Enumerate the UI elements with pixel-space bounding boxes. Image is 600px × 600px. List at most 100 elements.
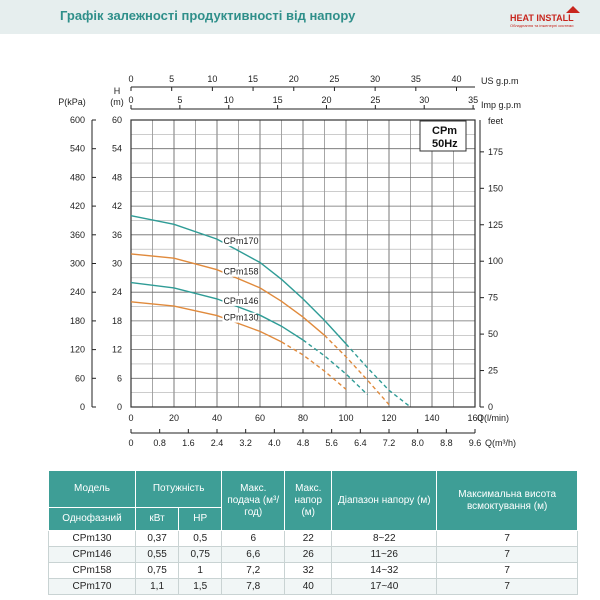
header-suction: Максимальна висота всмоктування (м): [436, 470, 578, 531]
p-axis-tick-label: 360: [70, 230, 85, 240]
legend-model: CPm: [432, 125, 457, 137]
cell-flow: 6: [221, 530, 286, 547]
cell-head: 40: [284, 578, 333, 595]
feet-axis-tick-label: 25: [488, 366, 498, 376]
series-line-dashed-cpm130: [281, 341, 347, 390]
q-m3h-tick-label: 5.6: [325, 438, 338, 448]
chart-labels: P(kPa)060120180240300360420480540600H(m)…: [58, 74, 521, 448]
feet-axis-tick-label: 125: [488, 220, 503, 230]
q-m3h-tick-label: 3.2: [239, 438, 252, 448]
q-m3h-tick-label: 8.0: [411, 438, 424, 448]
imp-gpm-tick-label: 25: [370, 95, 380, 105]
cell-kw: 0,75: [134, 562, 180, 579]
q-lmin-axis-label: Q(l/min): [477, 413, 509, 423]
feet-axis-tick-label: 75: [488, 293, 498, 303]
header-flow: Макс. подача (м³/год): [221, 470, 286, 531]
cell-range: 11~26: [331, 546, 438, 563]
us-gpm-tick-label: 35: [411, 74, 421, 84]
p-axis-tick-label: 420: [70, 201, 85, 211]
h-axis-tick-label: 18: [112, 316, 122, 326]
cell-hp: 1,5: [178, 578, 223, 595]
imp-gpm-tick-label: 30: [419, 95, 429, 105]
p-axis-tick-label: 60: [75, 373, 85, 383]
page-title: Графік залежності продуктивності від нап…: [60, 8, 356, 23]
feet-axis-tick-label: 50: [488, 329, 498, 339]
pump-performance-chart: P(kPa)060120180240300360420480540600H(m)…: [58, 74, 521, 448]
header-range: Діапазон напору (м): [331, 470, 438, 531]
cell-model: CPm158: [48, 562, 136, 579]
series-line-cpm170: [130, 215, 347, 345]
feet-axis-tick-label: 150: [488, 183, 503, 193]
header-head: Макс. напор (м): [284, 470, 333, 531]
h-axis-tick-label: 48: [112, 172, 122, 182]
h-axis-tick-label: 0: [117, 402, 122, 412]
feet-axis-tick-label: 100: [488, 256, 503, 266]
p-axis-tick-label: 480: [70, 172, 85, 182]
h-axis-tick-label: 60: [112, 115, 122, 125]
table-row: CPm146 0,55 0,75 6,6 26 11~26 7: [48, 546, 578, 563]
legend-box: CPm 50Hz: [419, 120, 467, 152]
p-axis-label: P(kPa): [58, 97, 86, 107]
imp-gpm-axis-label: Imp g.p.m: [481, 100, 521, 110]
cell-head: 32: [284, 562, 333, 579]
series-line-dashed-cpm146: [302, 339, 368, 396]
cell-suction: 7: [436, 562, 578, 579]
h-axis-tick-label: 30: [112, 259, 122, 269]
h-axis-label: (m): [110, 97, 124, 107]
cell-flow: 6,6: [221, 546, 286, 563]
h-axis-label-top: H: [114, 86, 121, 96]
h-axis-tick-label: 24: [112, 287, 122, 297]
logo-subtitle: Обладнання та інженерні системи: [510, 23, 574, 28]
cell-head: 22: [284, 530, 333, 547]
cell-range: 17~40: [331, 578, 438, 595]
header-model: Модель: [48, 470, 136, 508]
p-axis-tick-label: 120: [70, 345, 85, 355]
imp-gpm-tick-label: 20: [321, 95, 331, 105]
header-hp: HP: [178, 507, 223, 531]
series-label: CPm158: [223, 267, 258, 277]
imp-gpm-tick-label: 35: [468, 95, 478, 105]
table-row: CPm130 0,37 0,5 6 22 8~22 7: [48, 530, 578, 547]
cell-suction: 7: [436, 530, 578, 547]
cell-kw: 0,55: [134, 546, 180, 563]
feet-axis-tick-label: 0: [488, 402, 493, 412]
q-m3h-tick-label: 2.4: [211, 438, 224, 448]
us-gpm-tick-label: 5: [169, 74, 174, 84]
q-lmin-tick-label: 140: [424, 413, 439, 423]
h-axis-tick-label: 12: [112, 345, 122, 355]
series-line-cpm146: [130, 281, 304, 341]
us-gpm-tick-label: 25: [329, 74, 339, 84]
table-row: CPm170 1,1 1,5 7,8 40 17~40 7: [48, 578, 578, 595]
p-axis-tick-label: 240: [70, 287, 85, 297]
cell-kw: 1,1: [134, 578, 180, 595]
q-lmin-tick-label: 20: [169, 413, 179, 423]
p-axis-tick-label: 600: [70, 115, 85, 125]
imp-gpm-tick-label: 10: [224, 95, 234, 105]
series-label: CPm170: [223, 236, 258, 246]
logo: HEAT INSTALL Обладнання та інженерні сис…: [510, 6, 590, 30]
series-line-cpm130: [130, 301, 282, 343]
q-lmin-tick-label: 0: [128, 413, 133, 423]
cell-model: CPm146: [48, 546, 136, 563]
q-m3h-tick-label: 4.8: [297, 438, 310, 448]
series-label-bg: [222, 236, 257, 247]
q-lmin-tick-label: 60: [255, 413, 265, 423]
us-gpm-tick-label: 40: [452, 74, 462, 84]
us-gpm-tick-label: 15: [248, 74, 258, 84]
cell-hp: 0,5: [178, 530, 223, 547]
cell-kw: 0,37: [134, 530, 180, 547]
cell-head: 26: [284, 546, 333, 563]
h-axis-tick-label: 6: [117, 373, 122, 383]
header-single-phase: Однофазний: [48, 507, 136, 531]
series-line-dashed-cpm170: [345, 343, 411, 408]
us-gpm-tick-label: 0: [128, 74, 133, 84]
cell-flow: 7,8: [221, 578, 286, 595]
series-line-cpm158: [130, 253, 325, 336]
h-axis-tick-label: 36: [112, 230, 122, 240]
cell-range: 14~32: [331, 562, 438, 579]
q-lmin-tick-label: 80: [298, 413, 308, 423]
chart-series: [130, 215, 411, 408]
series-line-dashed-cpm158: [324, 334, 390, 406]
house-icon: [566, 6, 580, 13]
specs-table-wrap: Модель Потужність Макс. подача (м³/год) …: [48, 470, 578, 595]
